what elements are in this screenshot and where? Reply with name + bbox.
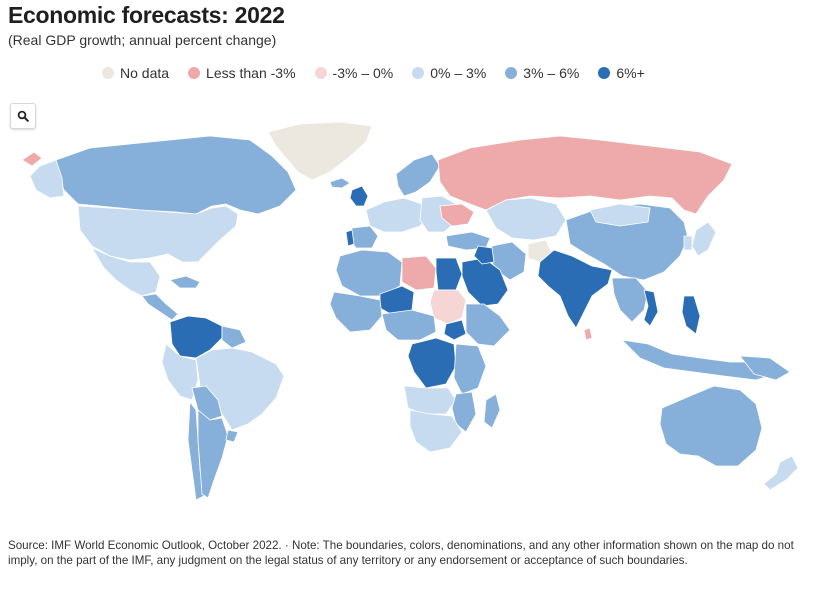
legend: No data Less than -3% -3% – 0% 0% – 3% 3… (102, 65, 664, 81)
region-west-africa[interactable] (329, 291, 383, 333)
legend-item-less-than-minus-3[interactable]: Less than -3% (188, 65, 296, 81)
region-greenland[interactable] (267, 121, 373, 181)
region-caribbean[interactable] (169, 275, 201, 289)
legend-item-6-plus[interactable]: 6%+ (598, 65, 645, 81)
world-map (21, 121, 799, 501)
region-sudan[interactable] (429, 289, 467, 325)
region-mongolia[interactable] (589, 203, 651, 227)
legend-swatch (598, 67, 611, 79)
legend-label: 3% – 6% (523, 65, 580, 81)
region-kazakhstan[interactable] (485, 197, 567, 241)
region-uk[interactable] (349, 185, 369, 207)
legend-label: 6%+ (616, 65, 645, 81)
legend-item-0-to-3[interactable]: 0% – 3% (412, 65, 486, 81)
region-canada[interactable] (55, 135, 297, 215)
region-portugal[interactable] (345, 229, 355, 247)
region-egypt[interactable] (435, 257, 463, 291)
region-south-africa[interactable] (409, 409, 463, 453)
region-philippines[interactable] (681, 295, 701, 335)
region-argentina[interactable] (197, 409, 229, 499)
region-mexico[interactable] (91, 247, 161, 297)
legend-label: Less than -3% (206, 65, 296, 81)
region-uruguay[interactable] (225, 429, 239, 443)
region-sri-lanka[interactable] (583, 327, 593, 341)
region-central-america[interactable] (141, 293, 179, 321)
region-central-west-africa[interactable] (381, 309, 437, 341)
region-new-zealand[interactable] (763, 455, 799, 491)
region-northwest-africa[interactable] (335, 249, 403, 297)
region-colombia-venezuela[interactable] (169, 315, 223, 359)
region-guianas[interactable] (221, 325, 247, 349)
region-southern-central-africa[interactable] (403, 385, 457, 415)
region-iraq[interactable] (473, 245, 495, 265)
region-madagascar[interactable] (483, 393, 501, 429)
region-peru[interactable] (161, 343, 199, 401)
legend-label: -3% – 0% (332, 65, 394, 81)
legend-item-no-data[interactable]: No data (102, 65, 169, 81)
legend-item-minus-3-to-0[interactable]: -3% – 0% (314, 65, 394, 81)
region-south-asia[interactable] (537, 249, 613, 329)
source-note: Source: IMF World Economic Outlook, Octo… (8, 539, 794, 567)
legend-swatch (314, 67, 327, 79)
legend-swatch (102, 67, 114, 79)
region-australia[interactable] (659, 385, 763, 467)
legend-swatch (188, 67, 201, 79)
legend-label: 0% – 3% (430, 65, 487, 81)
page-title: Economic forecasts: 2022 (8, 2, 285, 28)
region-alaska[interactable] (29, 159, 65, 199)
region-mozambique[interactable] (451, 391, 477, 433)
region-scandinavia[interactable] (395, 153, 441, 197)
region-iceland[interactable] (329, 177, 351, 189)
legend-swatch (412, 67, 425, 79)
region-japan[interactable] (691, 221, 717, 257)
zoom-button[interactable] (10, 103, 36, 129)
region-chile[interactable] (187, 401, 205, 501)
region-dr-congo[interactable] (407, 337, 457, 389)
region-vietnam[interactable] (643, 289, 659, 327)
region-iberia[interactable] (349, 225, 379, 249)
region-china[interactable] (565, 203, 689, 281)
region-russia[interactable] (437, 135, 733, 215)
region-papua[interactable] (739, 355, 791, 381)
region-south-sudan[interactable] (443, 319, 467, 341)
legend-swatch (505, 67, 518, 79)
region-aleutians[interactable] (21, 151, 43, 167)
region-ukraine[interactable] (439, 203, 475, 227)
search-icon (17, 110, 29, 122)
page-subtitle: (Real GDP growth; annual percent change) (8, 32, 277, 48)
region-east-africa[interactable] (453, 343, 487, 395)
legend-label: No data (120, 65, 170, 81)
region-southeast-asia[interactable] (611, 277, 649, 323)
region-horn-of-africa[interactable] (465, 303, 511, 347)
legend-item-3-to-6[interactable]: 3% – 6% (505, 65, 579, 81)
region-libya[interactable] (401, 255, 437, 291)
region-korea[interactable] (683, 235, 693, 251)
